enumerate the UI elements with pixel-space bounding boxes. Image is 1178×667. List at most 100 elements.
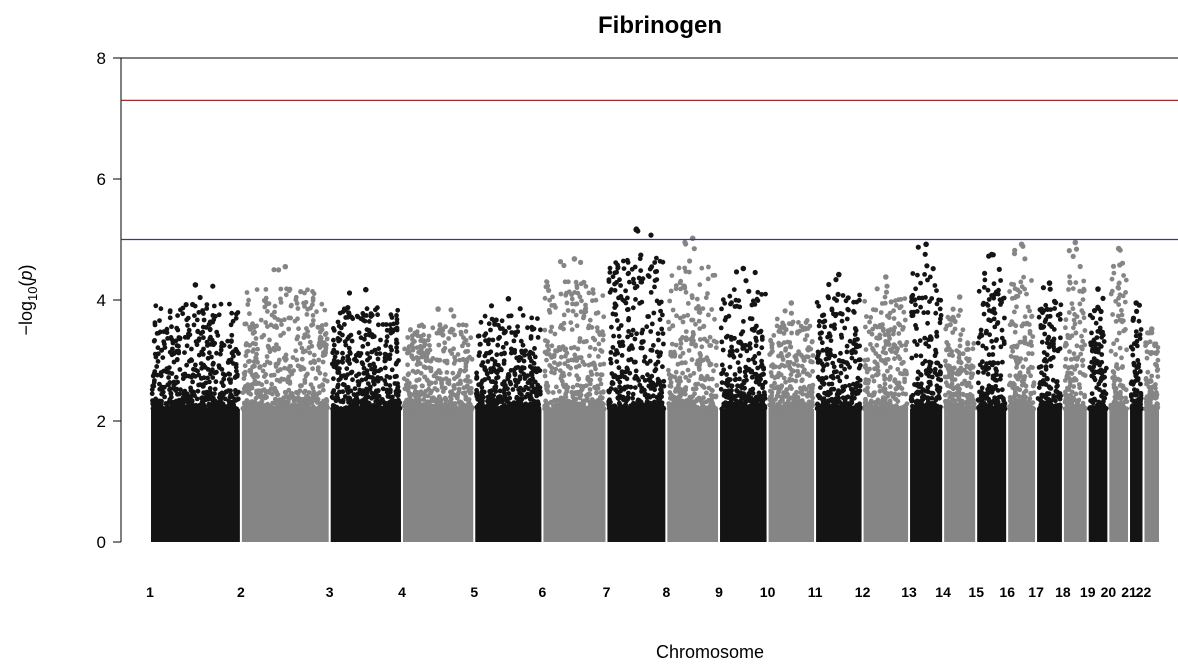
snp-point <box>646 314 651 319</box>
snp-point <box>451 361 457 366</box>
snp-point <box>272 396 278 402</box>
snp-point <box>943 392 948 398</box>
snp-point <box>403 406 409 412</box>
snp-point <box>408 406 414 412</box>
snp-point <box>863 363 868 368</box>
snp-point <box>682 386 687 392</box>
snp-point <box>180 376 186 382</box>
snp-point <box>557 347 563 353</box>
snp-point <box>461 340 467 346</box>
snp-point <box>836 358 842 363</box>
snp-point <box>330 406 335 412</box>
snp-point <box>291 368 296 373</box>
snp-point <box>672 351 678 357</box>
snp-point <box>706 385 712 391</box>
snp-point <box>590 287 596 292</box>
snp-point <box>189 346 194 352</box>
snp-point <box>350 377 355 383</box>
snp-point <box>457 357 463 363</box>
snp-point <box>826 281 832 288</box>
snp-point <box>201 346 206 352</box>
snp-point <box>324 342 329 348</box>
snp-point <box>230 318 236 324</box>
snp-point <box>270 391 275 397</box>
snp-point <box>439 381 445 387</box>
snp-point <box>874 342 880 348</box>
snp-point <box>501 358 507 364</box>
snp-point <box>600 406 606 412</box>
snp-point <box>759 372 765 377</box>
snp-point <box>872 366 877 372</box>
snp-point <box>174 349 180 355</box>
snp-point <box>888 374 893 379</box>
snp-point <box>530 376 535 381</box>
snp-point <box>835 291 841 297</box>
snp-point <box>911 406 917 412</box>
snp-point <box>685 367 691 373</box>
snp-point <box>477 342 483 347</box>
chromosome-7-points <box>606 226 667 542</box>
snp-point <box>648 290 654 295</box>
snp-point <box>638 252 644 258</box>
snp-point <box>412 384 418 390</box>
snp-point <box>387 356 393 362</box>
snp-point <box>393 391 399 397</box>
snp-point <box>150 383 156 389</box>
chromosome-9-top-snp <box>740 265 747 272</box>
snp-point <box>600 389 606 395</box>
snp-point <box>787 384 793 389</box>
snp-point <box>441 347 446 353</box>
snp-point <box>228 380 233 385</box>
snp-point <box>921 310 927 316</box>
snp-point <box>673 283 679 288</box>
snp-point <box>457 370 462 376</box>
snp-point <box>463 349 468 355</box>
snp-point <box>492 359 498 364</box>
snp-point <box>356 350 361 356</box>
snp-point <box>209 337 215 343</box>
snp-point <box>968 384 974 390</box>
snp-point <box>738 353 743 359</box>
snp-point <box>297 341 303 346</box>
snp-point <box>246 390 252 396</box>
chromosome-8-dense-points <box>667 408 719 542</box>
snp-point <box>703 390 709 396</box>
snp-point <box>800 391 806 397</box>
snp-point <box>251 347 257 353</box>
snp-point <box>653 269 658 275</box>
snp-point <box>920 387 926 392</box>
snp-point <box>699 265 705 271</box>
snp-point <box>883 350 889 356</box>
snp-point <box>642 354 648 360</box>
snp-point <box>613 387 619 393</box>
snp-point <box>241 376 247 381</box>
snp-point <box>744 348 750 354</box>
snp-point <box>625 334 630 340</box>
snp-point <box>925 400 931 406</box>
snp-point <box>227 372 233 377</box>
snp-point <box>777 399 783 405</box>
snp-point <box>267 349 273 355</box>
snp-point <box>478 405 483 411</box>
snp-point <box>886 315 892 320</box>
snp-point <box>644 324 650 330</box>
snp-point <box>448 405 454 410</box>
snp-point <box>513 383 519 389</box>
snp-point <box>557 259 564 265</box>
snp-point <box>607 270 613 275</box>
snp-point <box>652 284 657 290</box>
snp-point <box>711 368 716 374</box>
snp-point <box>469 356 475 362</box>
snp-point <box>449 351 455 356</box>
snp-point <box>247 400 253 406</box>
snp-point <box>461 335 466 341</box>
snp-point <box>454 374 460 380</box>
snp-point <box>865 389 870 395</box>
snp-point <box>736 298 742 303</box>
snp-point <box>938 371 943 377</box>
snp-point <box>892 391 898 397</box>
snp-point <box>245 348 251 354</box>
snp-point <box>837 378 843 384</box>
snp-point <box>628 384 634 390</box>
snp-point <box>770 348 775 354</box>
